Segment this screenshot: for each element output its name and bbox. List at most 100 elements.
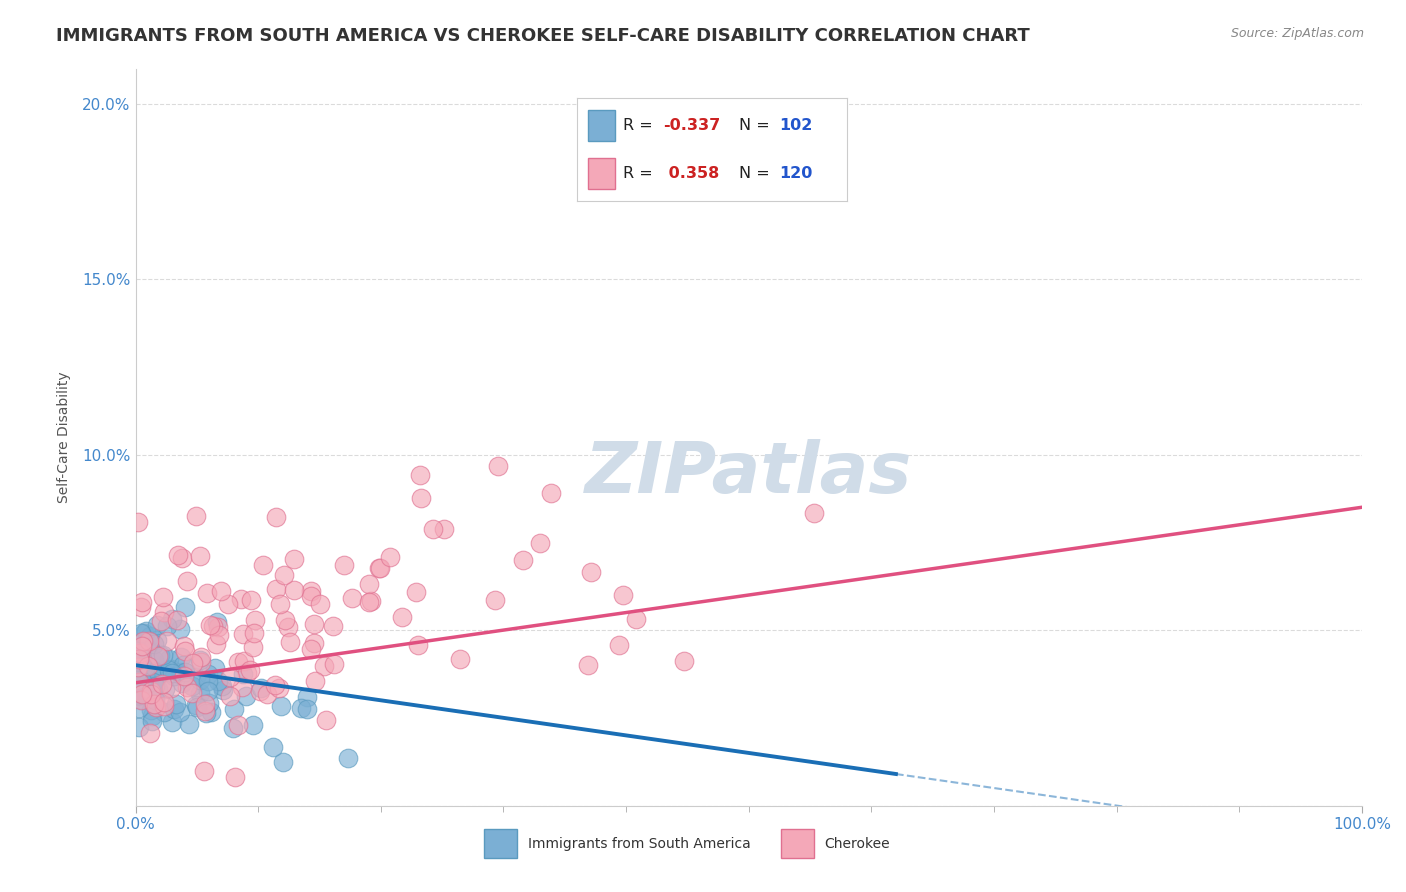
- Point: [242, 640, 264, 654]
- Point: [170, 550, 193, 565]
- Point: [153, 605, 176, 619]
- Point: [359, 576, 381, 591]
- Point: [127, 689, 149, 703]
- Point: [132, 681, 155, 696]
- Point: [155, 681, 177, 696]
- Point: [128, 720, 150, 734]
- Point: [406, 638, 429, 652]
- Point: [239, 593, 262, 607]
- Point: [149, 615, 172, 629]
- Point: [315, 713, 337, 727]
- Point: [128, 701, 150, 715]
- Point: [135, 659, 157, 673]
- Point: [174, 644, 197, 658]
- Text: R =: R =: [623, 166, 658, 181]
- Point: [127, 660, 149, 674]
- Point: [129, 693, 152, 707]
- Point: [322, 619, 344, 633]
- Point: [302, 617, 325, 632]
- Point: [239, 663, 262, 677]
- Point: [224, 770, 246, 784]
- Point: [188, 549, 211, 564]
- Point: [163, 702, 186, 716]
- Point: [411, 491, 433, 505]
- Point: [252, 558, 274, 572]
- Point: [177, 716, 200, 731]
- Point: [134, 669, 156, 683]
- Point: [309, 597, 332, 611]
- Point: [299, 583, 322, 598]
- Point: [170, 668, 193, 682]
- Text: 120: 120: [779, 166, 813, 181]
- Point: [128, 686, 150, 700]
- Point: [156, 633, 179, 648]
- Point: [134, 687, 156, 701]
- Point: [233, 654, 256, 668]
- Point: [186, 700, 208, 714]
- Point: [131, 653, 153, 667]
- Point: [624, 612, 647, 626]
- Point: [219, 690, 242, 704]
- Bar: [588, 111, 614, 141]
- Point: [131, 673, 153, 688]
- Point: [295, 701, 318, 715]
- Point: [169, 623, 191, 637]
- Point: [160, 681, 183, 695]
- Point: [166, 613, 188, 627]
- Point: [274, 613, 297, 627]
- Text: Source: ZipAtlas.com: Source: ZipAtlas.com: [1230, 27, 1364, 40]
- Point: [270, 699, 292, 714]
- Point: [160, 714, 183, 729]
- Text: Cherokee: Cherokee: [824, 837, 890, 850]
- Point: [672, 654, 695, 668]
- Point: [188, 653, 211, 667]
- Point: [194, 697, 217, 711]
- Point: [236, 665, 259, 680]
- Point: [181, 656, 204, 670]
- Point: [149, 648, 172, 662]
- Point: [277, 620, 299, 634]
- Point: [204, 637, 226, 651]
- Point: [142, 681, 165, 695]
- Point: [484, 593, 506, 607]
- Point: [368, 560, 391, 574]
- Point: [486, 459, 509, 474]
- Point: [181, 679, 204, 693]
- Text: ZIPatlas: ZIPatlas: [585, 440, 912, 508]
- Point: [163, 669, 186, 683]
- Point: [129, 657, 152, 672]
- Text: N =: N =: [740, 166, 775, 181]
- Point: [263, 678, 285, 692]
- Point: [269, 597, 291, 611]
- Point: [212, 682, 235, 697]
- Point: [204, 661, 226, 675]
- Point: [160, 662, 183, 676]
- Point: [224, 702, 246, 716]
- Point: [142, 637, 165, 651]
- Point: [160, 612, 183, 626]
- Point: [131, 687, 153, 701]
- Point: [142, 697, 165, 711]
- Point: [152, 695, 174, 709]
- Point: [581, 566, 603, 580]
- Point: [157, 663, 180, 677]
- Point: [129, 646, 152, 660]
- Point: [229, 591, 252, 606]
- Point: [193, 764, 215, 778]
- Point: [131, 634, 153, 648]
- Point: [405, 584, 427, 599]
- Point: [152, 663, 174, 677]
- Point: [129, 600, 152, 615]
- Point: [217, 597, 239, 611]
- Text: 102: 102: [779, 119, 813, 134]
- Point: [194, 704, 217, 718]
- Point: [222, 721, 245, 735]
- Bar: [484, 830, 517, 857]
- Point: [169, 706, 191, 720]
- Point: [266, 510, 288, 524]
- Point: [609, 639, 631, 653]
- Point: [209, 583, 232, 598]
- Point: [176, 681, 198, 695]
- Text: IMMIGRANTS FROM SOUTH AMERICA VS CHEROKEE SELF-CARE DISABILITY CORRELATION CHART: IMMIGRANTS FROM SOUTH AMERICA VS CHEROKE…: [56, 27, 1031, 45]
- Point: [357, 595, 380, 609]
